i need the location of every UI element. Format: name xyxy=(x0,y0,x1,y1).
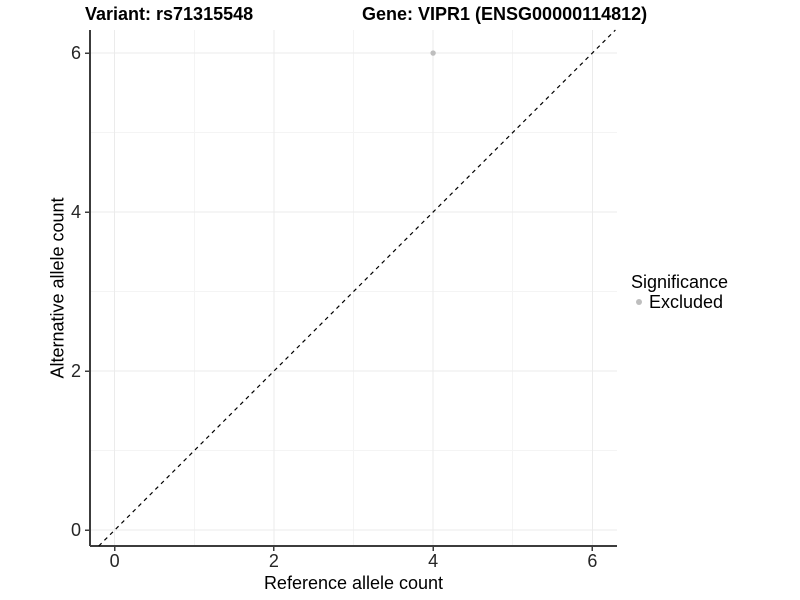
y-axis-title: Alternative allele count xyxy=(47,197,68,379)
y-tick-label: 2 xyxy=(71,361,81,381)
plot-title-gene: Gene: VIPR1 (ENSG00000114812) xyxy=(362,4,648,24)
legend-item-label: Excluded xyxy=(649,292,724,312)
x-tick-label: 6 xyxy=(587,551,597,571)
y-tick-label: 0 xyxy=(71,520,81,540)
x-tick-label: 4 xyxy=(428,551,438,571)
legend-item-excluded: Excluded xyxy=(636,292,728,312)
plot-title-variant: Variant: rs71315548 xyxy=(85,4,254,24)
legend-title: Significance xyxy=(631,272,729,292)
legend: Significance Excluded xyxy=(631,272,728,312)
y-tick-label: 4 xyxy=(71,202,81,222)
legend-point-icon xyxy=(636,299,642,305)
data-point xyxy=(430,50,436,56)
x-tick-label: 0 xyxy=(110,551,120,571)
x-tick-label: 2 xyxy=(269,551,279,571)
identity-line xyxy=(98,29,616,547)
x-axis-title: Reference allele count xyxy=(263,573,444,593)
y-tick-label: 6 xyxy=(71,43,81,63)
